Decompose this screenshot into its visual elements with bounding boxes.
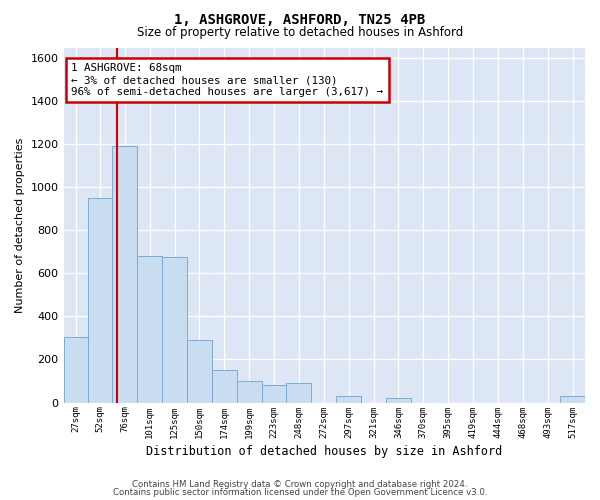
Text: 1, ASHGROVE, ASHFORD, TN25 4PB: 1, ASHGROVE, ASHFORD, TN25 4PB [175,12,425,26]
Y-axis label: Number of detached properties: Number of detached properties [15,138,25,312]
Bar [386,398,411,402]
Bar [286,383,311,402]
Bar [560,396,585,402]
Text: Size of property relative to detached houses in Ashford: Size of property relative to detached ho… [137,26,463,39]
Bar [187,340,212,402]
Text: 1 ASHGROVE: 68sqm
← 3% of detached houses are smaller (130)
96% of semi-detached: 1 ASHGROVE: 68sqm ← 3% of detached house… [71,64,383,96]
Bar [336,396,361,402]
Bar [236,381,262,402]
Bar [137,256,162,402]
Bar [112,146,137,402]
Text: Contains HM Land Registry data © Crown copyright and database right 2024.: Contains HM Land Registry data © Crown c… [132,480,468,489]
X-axis label: Distribution of detached houses by size in Ashford: Distribution of detached houses by size … [146,444,502,458]
Bar [262,386,286,402]
Bar [88,198,112,402]
Text: Contains public sector information licensed under the Open Government Licence v3: Contains public sector information licen… [113,488,487,497]
Bar [212,370,236,402]
Bar [64,337,88,402]
Bar [162,258,187,402]
